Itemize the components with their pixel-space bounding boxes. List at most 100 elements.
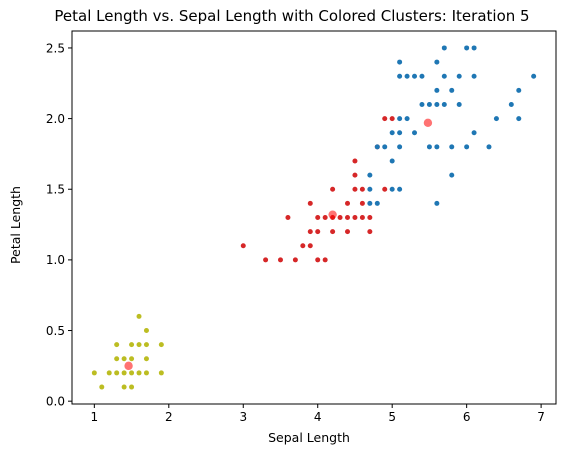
y-tick-label: 1.0 [46, 253, 65, 267]
cluster-2-point [367, 229, 373, 235]
centroid-3 [423, 118, 433, 128]
y-tick-label: 0.0 [46, 394, 65, 408]
cluster-3-point [471, 73, 477, 79]
y-tick-label: 2.5 [46, 41, 65, 55]
cluster-3-point [389, 186, 395, 192]
cluster-1-point [136, 313, 142, 319]
cluster-2-point [285, 215, 291, 220]
cluster-1-point [129, 384, 135, 390]
cluster-2-point [382, 116, 388, 122]
cluster-1-point [106, 370, 112, 376]
cluster-2-point [322, 257, 328, 263]
cluster-3-point [434, 200, 440, 206]
x-tick-label: 1 [91, 410, 99, 424]
cluster-2-point [352, 215, 358, 220]
cluster-1-point [121, 370, 127, 376]
cluster-3-point [434, 101, 440, 107]
cluster-1-point [129, 342, 135, 348]
cluster-3-point [441, 45, 447, 51]
cluster-1-point [136, 342, 142, 348]
cluster-3-point [508, 101, 514, 107]
cluster-2-point [307, 200, 313, 206]
cluster-2-point [345, 215, 351, 220]
cluster-3-point [412, 130, 418, 136]
cluster-3-point [367, 200, 373, 206]
cluster-3-point [493, 116, 499, 122]
points-layer [91, 45, 537, 390]
cluster-3-point [449, 172, 455, 178]
cluster-2-point [337, 215, 343, 220]
cluster-3-point [382, 144, 388, 150]
cluster-3-point [531, 73, 537, 79]
x-tick-label: 4 [314, 410, 322, 424]
cluster-1-point [129, 370, 135, 376]
cluster-3-point [374, 200, 380, 206]
cluster-2-point [382, 186, 388, 192]
cluster-3-point [449, 144, 455, 150]
cluster-2-point [277, 257, 283, 263]
y-axis-label: Petal Length [8, 186, 23, 264]
cluster-2-point [345, 229, 351, 235]
cluster-3-point [397, 144, 403, 150]
cluster-1-point [158, 370, 164, 376]
cluster-2-point [359, 215, 365, 220]
y-tick-label: 2.0 [46, 112, 65, 126]
cluster-3-point [434, 87, 440, 93]
cluster-1-point [143, 342, 149, 348]
cluster-2-point [315, 257, 321, 263]
cluster-2-point [352, 172, 358, 178]
cluster-1-point [158, 342, 164, 348]
cluster-3-point [419, 101, 425, 107]
x-tick-label: 3 [239, 410, 247, 424]
x-tick-label: 5 [388, 410, 396, 424]
cluster-3-point [449, 87, 455, 93]
cluster-1-point [143, 356, 149, 362]
cluster-2-point [330, 186, 336, 192]
cluster-1-point [121, 384, 127, 390]
cluster-3-point [434, 59, 440, 65]
cluster-2-point [315, 229, 321, 235]
cluster-3-point [471, 45, 477, 51]
cluster-1-point [129, 356, 135, 362]
cluster-2-point [352, 186, 358, 192]
cluster-3-point [464, 45, 470, 51]
cluster-3-point [404, 116, 410, 122]
cluster-3-point [397, 186, 403, 192]
cluster-1-point [114, 356, 120, 362]
cluster-3-point [397, 73, 403, 79]
cluster-2-point [307, 243, 313, 249]
cluster-2-point [345, 200, 351, 206]
cluster-3-point [486, 144, 492, 150]
cluster-3-point [456, 73, 462, 79]
cluster-3-point [404, 73, 410, 79]
x-tick-label: 6 [463, 410, 471, 424]
plot-frame [71, 30, 557, 405]
cluster-1-point [143, 328, 149, 334]
y-tick-label: 1.5 [46, 183, 65, 197]
y-tick-label: 0.5 [46, 324, 65, 338]
cluster-2-point [300, 243, 306, 249]
centroid-2 [328, 210, 337, 219]
centroids-layer [124, 118, 433, 371]
cluster-1-point [121, 356, 127, 362]
cluster-3-point [397, 59, 403, 65]
cluster-2-point [292, 257, 298, 263]
cluster-3-point [367, 186, 373, 192]
cluster-3-point [412, 73, 418, 79]
cluster-3-point [426, 101, 432, 107]
centroid-1 [124, 361, 133, 371]
cluster-2-point [315, 215, 321, 220]
cluster-3-point [389, 130, 395, 136]
cluster-2-point [330, 229, 336, 235]
cluster-3-point [397, 130, 403, 136]
cluster-1-point [114, 342, 120, 348]
cluster-3-point [441, 101, 447, 107]
cluster-1-point [91, 370, 97, 376]
cluster-3-point [389, 158, 395, 164]
x-tick-label: 2 [165, 410, 173, 424]
cluster-2-point [352, 158, 358, 164]
cluster-2-point [240, 243, 246, 249]
cluster-2-point [322, 215, 328, 220]
cluster-2-point [263, 257, 269, 263]
